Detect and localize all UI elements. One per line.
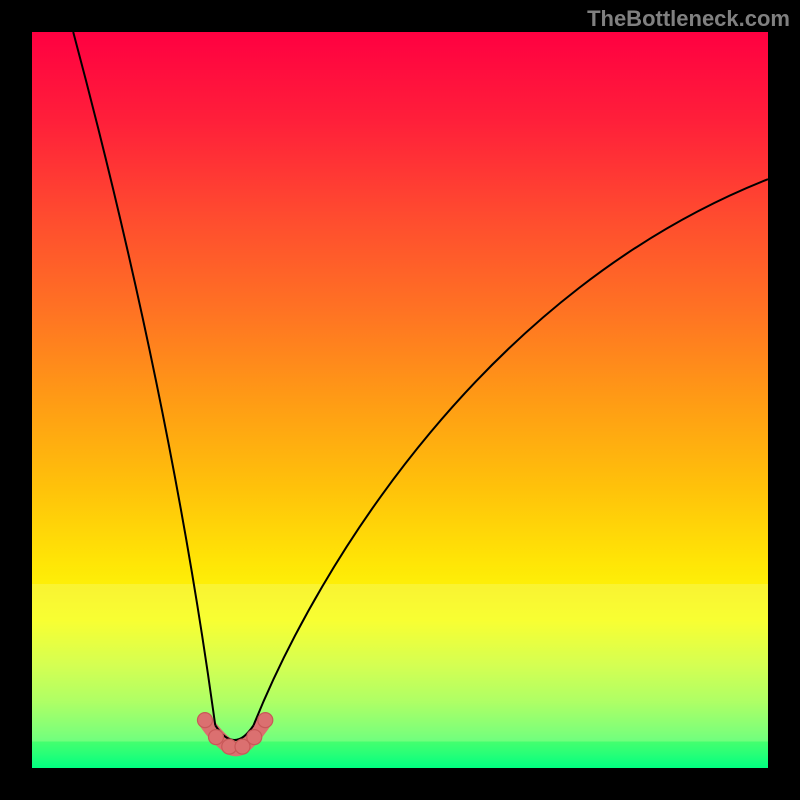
- well-marker: [247, 730, 262, 745]
- chart-canvas: TheBottleneck.com: [0, 0, 800, 800]
- well-marker: [197, 713, 212, 728]
- well-marker: [258, 713, 273, 728]
- well-marker: [209, 730, 224, 745]
- watermark-text: TheBottleneck.com: [587, 6, 790, 32]
- bottleneck-chart-svg: [0, 0, 800, 800]
